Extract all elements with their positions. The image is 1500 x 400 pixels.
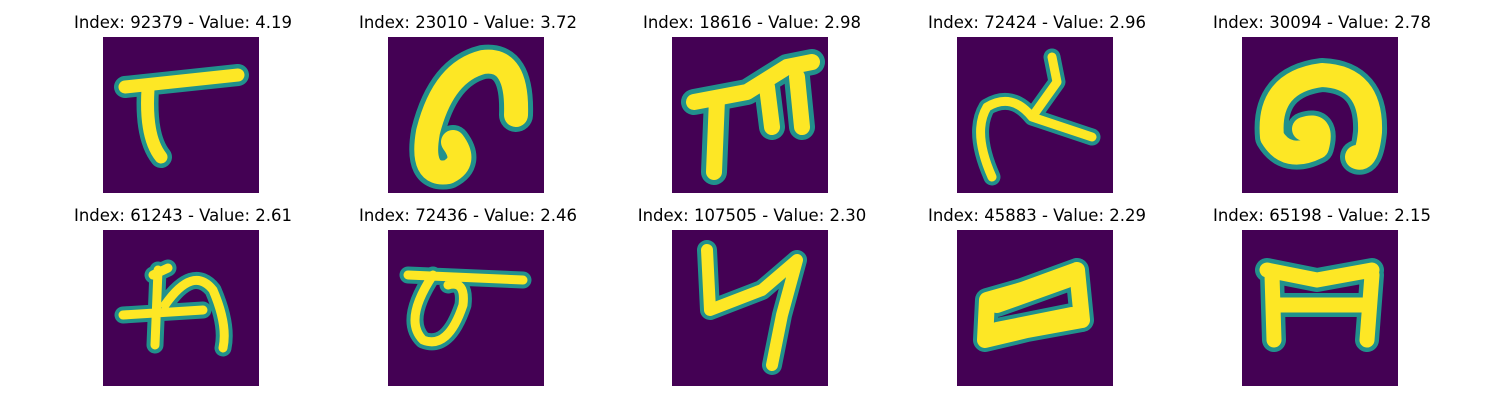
digit-like-7-stroke-icon bbox=[103, 37, 259, 193]
zigzag-stroke-icon bbox=[672, 230, 828, 386]
panel-title: Index: 45883 - Value: 2.29 bbox=[927, 206, 1146, 225]
panel-title: Index: 72424 - Value: 2.96 bbox=[927, 13, 1146, 32]
panel-title: Index: 107505 - Value: 2.30 bbox=[637, 206, 867, 225]
double-arch-stroke-icon bbox=[672, 37, 828, 193]
panel-title: Index: 18616 - Value: 2.98 bbox=[642, 13, 861, 32]
curved-hook-stroke-icon bbox=[388, 37, 544, 193]
i-beam-stroke-icon bbox=[957, 230, 1113, 386]
loop-cross-stroke-icon bbox=[957, 37, 1113, 193]
panel-title: Index: 72436 - Value: 2.46 bbox=[358, 206, 577, 225]
rounded-hook-stroke-icon bbox=[1242, 37, 1398, 193]
panel-title: Index: 61243 - Value: 2.61 bbox=[73, 206, 292, 225]
arch-bridge-stroke-icon bbox=[1242, 230, 1398, 386]
oval-bar-stroke-icon bbox=[388, 230, 544, 386]
panel-title: Index: 23010 - Value: 3.72 bbox=[358, 13, 577, 32]
panel-title: Index: 30094 - Value: 2.78 bbox=[1212, 13, 1431, 32]
cross-n-stroke-icon bbox=[103, 230, 259, 386]
panel-title: Index: 65198 - Value: 2.15 bbox=[1212, 206, 1431, 225]
panel-title: Index: 92379 - Value: 4.19 bbox=[73, 13, 292, 32]
